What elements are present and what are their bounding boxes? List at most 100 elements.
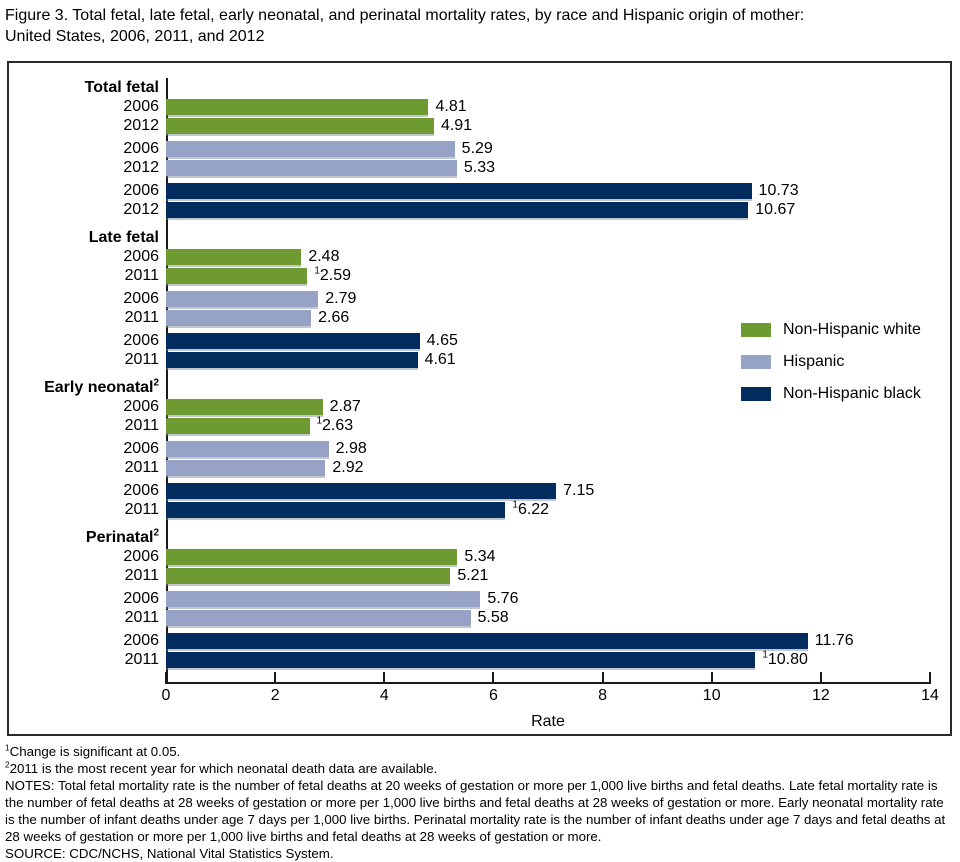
- bar: [166, 310, 312, 327]
- bar: [166, 118, 434, 135]
- year-label: 2006: [123, 139, 159, 157]
- figure-title-line1: Figure 3. Total fetal, late fetal, early…: [5, 7, 805, 24]
- plot-rows: Total fetal 2006 4.81 2012 4.91 2006 5.29 2012 5…: [9, 77, 950, 682]
- year-label: 2006: [123, 97, 159, 115]
- bar-row: 2006 4.65: [9, 332, 950, 351]
- bar: [166, 291, 319, 308]
- axis-tick-label: 4: [379, 686, 389, 704]
- bar: [166, 202, 749, 219]
- x-axis-title: Rate: [531, 712, 565, 730]
- footnote-1: 1Change is significant at 0.05.: [5, 743, 954, 760]
- axis-tick: [383, 671, 386, 684]
- x-axis-tick-labels: 0 2 4 6 8 10 12 14: [162, 686, 939, 707]
- bar-row: 2011 16.22: [9, 499, 950, 520]
- bar: [166, 591, 481, 608]
- year-label: 2006: [123, 439, 159, 457]
- bar-row: 2011 2.66: [9, 309, 950, 328]
- footnotes: 1Change is significant at 0.05. 22011 is…: [5, 743, 954, 862]
- year-label: 2006: [123, 181, 159, 199]
- axis-tick-label: 10: [702, 686, 721, 704]
- group-header-row: Late fetal: [9, 228, 950, 248]
- bar-row: 2011 2.92: [9, 459, 950, 478]
- bar: [166, 568, 451, 585]
- bar-row: 2006 5.76: [9, 590, 950, 609]
- bar-row: 2006 7.15: [9, 482, 950, 501]
- legend-item: Hispanic: [741, 353, 921, 371]
- value-label: 2.79: [325, 290, 357, 308]
- bar: [166, 99, 429, 116]
- axis-tick-label: 8: [598, 686, 608, 704]
- legend-swatch: [741, 386, 771, 401]
- source-text: SOURCE: CDC/NCHS, National Vital Statist…: [5, 845, 334, 861]
- year-label: 2011: [124, 266, 159, 284]
- year-label: 2011: [124, 608, 159, 626]
- bar-row: 2006 2.98: [9, 440, 950, 459]
- value-label: 7.15: [563, 482, 595, 500]
- bar-row: 2006 2.87: [9, 398, 950, 417]
- footnote-1-marker: 1: [5, 743, 10, 753]
- year-label: 2011: [124, 308, 159, 326]
- group-header-row: Perinatal2: [9, 528, 950, 548]
- axis-tick: [710, 671, 713, 684]
- year-label: 2006: [123, 481, 159, 499]
- year-label: 2006: [123, 247, 159, 265]
- legend-swatch: [741, 322, 771, 337]
- bar: [166, 399, 323, 416]
- group-header-row: Early neonatal2: [9, 378, 950, 398]
- legend-item: Non-Hispanic black: [741, 385, 921, 403]
- legend-item: Non-Hispanic white: [741, 321, 921, 339]
- bar: [166, 633, 808, 650]
- bar-row: 2006 10.73: [9, 182, 950, 201]
- year-label: 2006: [123, 397, 159, 415]
- bar-row: 2011 5.58: [9, 609, 950, 628]
- bar: [166, 441, 329, 458]
- bar: [166, 460, 326, 477]
- legend-swatch: [741, 354, 771, 369]
- notes-text: NOTES: Total fetal mortality rate is the…: [5, 777, 946, 844]
- value-label: 11.76: [814, 632, 854, 650]
- bar: [166, 652, 756, 669]
- axis-tick: [274, 671, 277, 684]
- bar-row: 2006 4.81: [9, 98, 950, 117]
- value-label: 16.22: [512, 499, 550, 519]
- bar: [166, 268, 308, 285]
- group-label: Perinatal2: [85, 527, 159, 546]
- axis-tick-label: 14: [921, 686, 939, 704]
- bar: [166, 352, 418, 369]
- value-label: 2.98: [335, 440, 367, 458]
- value-label: 110.80: [762, 649, 808, 669]
- figure-title: Figure 3. Total fetal, late fetal, early…: [5, 6, 952, 48]
- axis-tick-label: 0: [161, 686, 171, 704]
- value-label: 5.29: [461, 140, 493, 158]
- legend: Non-Hispanic white Hispanic Non-Hispanic b…: [741, 321, 921, 403]
- axis-tick-label: 2: [270, 686, 280, 704]
- bar: [166, 160, 457, 177]
- footnote-2-marker: 2: [5, 760, 10, 770]
- bar: [166, 483, 557, 500]
- year-label: 2006: [123, 547, 159, 565]
- footnote-2-text: 2011 is the most recent year for which n…: [9, 760, 438, 776]
- value-label: 5.33: [463, 159, 495, 177]
- bar-row: 2006 2.48: [9, 248, 950, 267]
- value-label: 5.34: [464, 548, 496, 566]
- group-label: Early neonatal2: [44, 377, 159, 396]
- value-label: 4.61: [424, 351, 456, 369]
- year-label: 2012: [123, 116, 159, 134]
- year-label: 2012: [123, 158, 159, 176]
- year-label: 2011: [124, 566, 159, 584]
- value-label: 4.91: [440, 117, 473, 135]
- legend-label: Non-Hispanic white: [783, 320, 921, 338]
- value-label: 2.66: [318, 309, 350, 327]
- chart-panel: Total fetal 2006 4.81 2012 4.91 2006 5.29 2012 5…: [7, 60, 952, 736]
- value-label: 4.65: [426, 332, 458, 350]
- year-label: 2011: [124, 350, 159, 368]
- bar: [166, 249, 302, 266]
- value-label: 2.87: [329, 398, 361, 416]
- bar-row: 2006 5.29: [9, 140, 950, 159]
- footnote-1-text: Change is significant at 0.05.: [9, 743, 181, 759]
- y-axis-line: [166, 77, 168, 682]
- axis-tick: [492, 671, 495, 684]
- figure-title-line2: United States, 2006, 2011, and 2012: [5, 27, 265, 45]
- year-label: 2011: [124, 650, 159, 668]
- bar-row: 2012 4.91: [9, 117, 950, 136]
